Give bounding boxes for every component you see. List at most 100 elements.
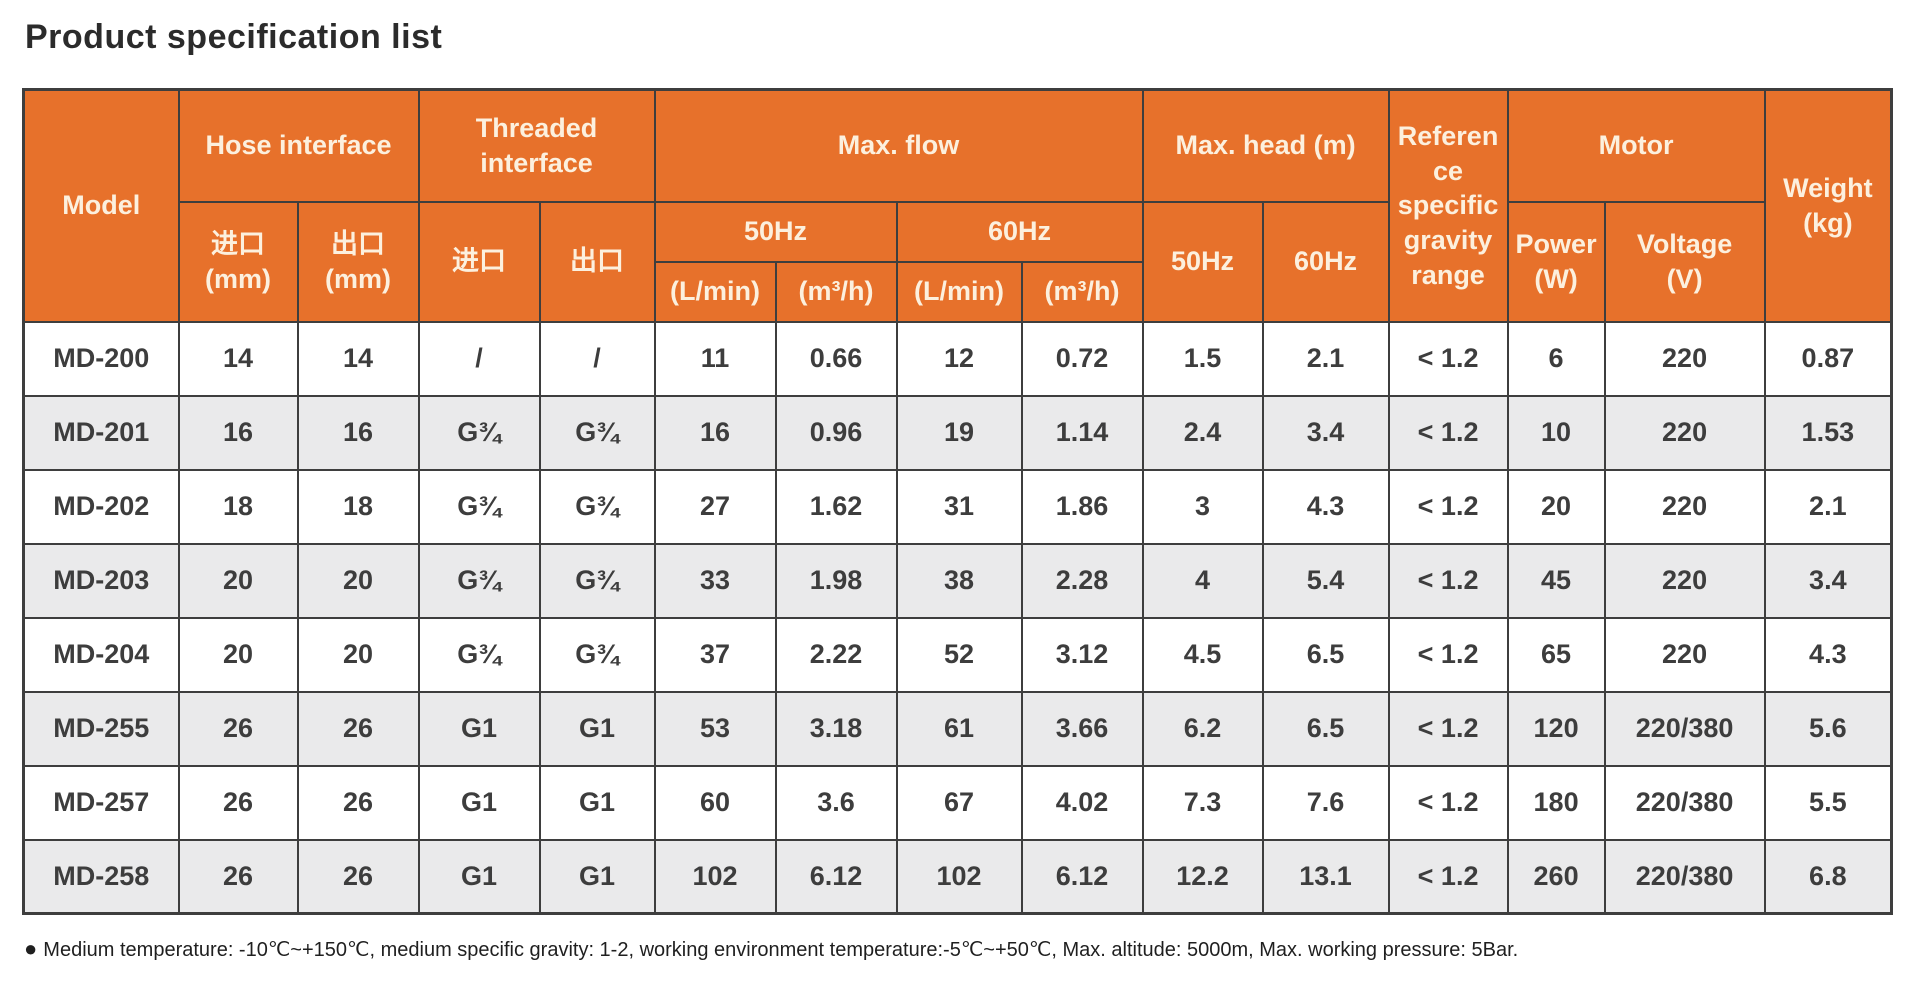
- value-cell: 3.4: [1763, 542, 1893, 619]
- value-cell: G1: [538, 690, 656, 767]
- value-cell: < 1.2: [1387, 394, 1509, 471]
- col-header-head-50hz: 50Hz: [1141, 200, 1264, 323]
- col-header-flow60-lmin: (L/min): [895, 260, 1023, 323]
- value-cell: 102: [653, 838, 777, 915]
- value-cell: 4.3: [1261, 468, 1390, 545]
- value-cell: 53: [653, 690, 777, 767]
- value-cell: 220/380: [1603, 838, 1766, 915]
- value-cell: 16: [296, 394, 420, 471]
- value-cell: < 1.2: [1387, 616, 1509, 693]
- col-header-flow60-m3h: (m³/h): [1020, 260, 1144, 323]
- footnote: ● Medium temperature: -10℃~+150℃, medium …: [24, 936, 1518, 962]
- value-cell: 6: [1506, 320, 1606, 397]
- value-cell: 13.1: [1261, 838, 1390, 915]
- model-cell: MD-204: [22, 616, 180, 693]
- col-header-flow-50hz: 50Hz: [653, 200, 898, 263]
- value-cell: 6.5: [1261, 616, 1390, 693]
- value-cell: < 1.2: [1387, 764, 1509, 841]
- value-cell: G1: [538, 764, 656, 841]
- value-cell: G1: [417, 690, 541, 767]
- value-cell: 18: [177, 468, 299, 545]
- value-cell: 67: [895, 764, 1023, 841]
- hose-inlet-label: 进口: [211, 228, 265, 259]
- value-cell: 3.66: [1020, 690, 1144, 767]
- hose-outlet-unit: (mm): [325, 263, 391, 294]
- value-cell: 1.62: [774, 468, 898, 545]
- value-cell: G¾: [417, 394, 541, 471]
- value-cell: 2.1: [1261, 320, 1390, 397]
- value-cell: 16: [653, 394, 777, 471]
- value-cell: G¾: [417, 468, 541, 545]
- table-body: MD-200 14 14//11 0.66 12 0.72 1.5 2.1 < 1.2 6 220 0…: [22, 320, 1893, 915]
- col-header-flow-60hz: 60Hz: [895, 200, 1144, 263]
- value-cell: G¾: [538, 616, 656, 693]
- value-cell: 0.72: [1020, 320, 1144, 397]
- model-cell: MD-258: [22, 838, 180, 915]
- value-cell: 2.22: [774, 616, 898, 693]
- col-header-power: Power (W): [1506, 200, 1606, 323]
- value-cell: 38: [895, 542, 1023, 619]
- hose-outlet-label: 出口: [331, 228, 385, 259]
- value-cell: 12: [895, 320, 1023, 397]
- header-row-1: Model Hose interface Threaded interface …: [22, 88, 1893, 323]
- col-header-gravity-range: Reference specific gravity range: [1387, 88, 1509, 323]
- value-cell: 1.98: [774, 542, 898, 619]
- col-header-max-flow: Max. flow: [653, 88, 1144, 203]
- value-cell: 220: [1603, 394, 1766, 471]
- power-unit: (W): [1534, 263, 1578, 294]
- value-cell: G1: [538, 838, 656, 915]
- value-cell: 20: [177, 542, 299, 619]
- value-cell: 7.6: [1261, 764, 1390, 841]
- col-header-weight: Weight (kg): [1763, 88, 1893, 323]
- value-cell: 220: [1603, 616, 1766, 693]
- page-title: Product specification list: [25, 18, 443, 56]
- value-cell: 2.1: [1763, 468, 1893, 545]
- value-cell: 2.4: [1141, 394, 1264, 471]
- value-cell: /: [538, 320, 656, 397]
- value-cell: 3.12: [1020, 616, 1144, 693]
- header-row-3: (L/min) (m³/h) (L/min) (m³/h): [24, 260, 1892, 323]
- value-cell: 10: [1506, 394, 1606, 471]
- value-cell: 4.02: [1020, 764, 1144, 841]
- table-row: MD-255 26 26 G1 G1 53 3.18 61 3.66 6.2 6.5 < 1.2 120…: [22, 690, 1893, 767]
- bullet-icon: ●: [24, 936, 38, 961]
- hose-inlet-unit: (mm): [205, 263, 271, 294]
- col-header-motor: Motor: [1506, 88, 1766, 203]
- value-cell: 260: [1506, 838, 1606, 915]
- weight-unit: (kg): [1803, 207, 1853, 238]
- value-cell: G¾: [538, 542, 656, 619]
- table-row: MD-258 26 26 G1 G1 102 6.12 102 6.12 12.2 13.1 < 1.…: [22, 838, 1893, 915]
- value-cell: 5.5: [1763, 764, 1893, 841]
- value-cell: 4: [1141, 542, 1264, 619]
- value-cell: 7.3: [1141, 764, 1264, 841]
- value-cell: 220/380: [1603, 690, 1766, 767]
- value-cell: 220: [1603, 542, 1766, 619]
- value-cell: 45: [1506, 542, 1606, 619]
- value-cell: 26: [296, 690, 420, 767]
- table-row: MD-204 20 20 G¾ G¾ 37 2.22 52 3.12 4.5 6.5 < 1.2 65 2…: [22, 616, 1893, 693]
- power-label: Power: [1515, 228, 1597, 259]
- value-cell: G1: [417, 838, 541, 915]
- value-cell: 220: [1603, 468, 1766, 545]
- model-cell: MD-203: [22, 542, 180, 619]
- value-cell: 3: [1141, 468, 1264, 545]
- value-cell: G¾: [417, 542, 541, 619]
- value-cell: < 1.2: [1387, 690, 1509, 767]
- col-header-thread-outlet: 出口: [538, 200, 656, 323]
- col-header-head-60hz: 60Hz: [1261, 200, 1390, 323]
- value-cell: 14: [177, 320, 299, 397]
- value-cell: 3.4: [1261, 394, 1390, 471]
- value-cell: 26: [177, 838, 299, 915]
- value-cell: 37: [653, 616, 777, 693]
- header-row-2: 进口 (mm) 出口 (mm) 进口 出口 50Hz 60Hz 50Hz 60H…: [24, 200, 1892, 323]
- value-cell: /: [417, 320, 541, 397]
- model-cell: MD-200: [22, 320, 180, 397]
- value-cell: < 1.2: [1387, 468, 1509, 545]
- value-cell: 5.6: [1763, 690, 1893, 767]
- col-header-hose-interface: Hose interface: [177, 88, 420, 203]
- value-cell: 0.96: [774, 394, 898, 471]
- model-cell: MD-202: [22, 468, 180, 545]
- value-cell: 0.66: [774, 320, 898, 397]
- product-specification-table: Model Hose interface Threaded interface …: [22, 88, 1894, 915]
- value-cell: 65: [1506, 616, 1606, 693]
